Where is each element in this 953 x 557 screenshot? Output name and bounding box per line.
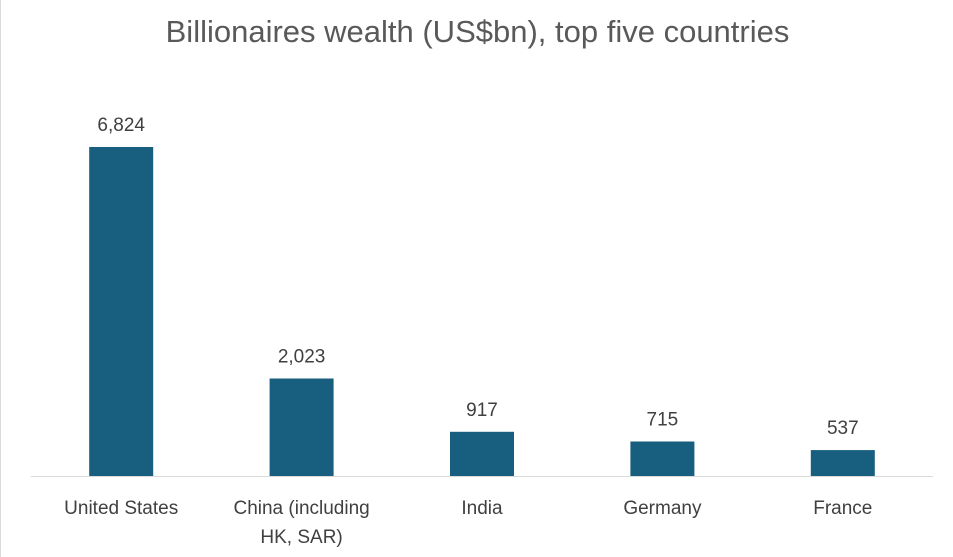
x-tick-label-0: United States [64, 498, 178, 519]
data-label-1: 2,023 [278, 347, 326, 368]
x-tick-label-line: France [813, 498, 872, 519]
x-tick-label-3: Germany [623, 498, 702, 519]
bar-2 [450, 431, 514, 476]
bar-4 [810, 450, 875, 476]
x-tick-label-line: India [461, 498, 503, 519]
x-tick-label-2: India [461, 498, 503, 519]
x-tick-label-1: China (including HK, SAR) [233, 498, 369, 548]
data-label-4: 537 [827, 418, 859, 439]
chart-title: Billionaires wealth (US$bn), top five co… [165, 14, 790, 49]
data-label-0: 6,824 [97, 115, 145, 136]
x-tick-label-line: Germany [623, 498, 702, 519]
bar-0 [89, 147, 154, 476]
bar-1 [269, 378, 334, 476]
x-tick-label-line: China (including [233, 498, 369, 519]
data-label-2: 917 [466, 400, 498, 421]
x-tick-label-line: United States [64, 498, 178, 519]
x-tick-label-line: HK, SAR) [260, 527, 342, 548]
x-tick-label-4: France [813, 498, 872, 519]
bar-3 [630, 441, 695, 476]
data-label-3: 715 [647, 410, 679, 431]
